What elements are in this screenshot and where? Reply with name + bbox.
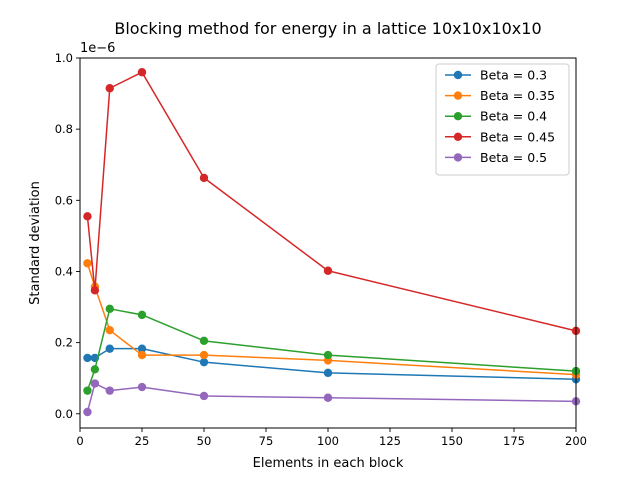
legend-label: Beta = 0.5: [480, 150, 547, 165]
plot-area: 0 25 50 75 100 125 150 175 200 0.0 0.2 0.4 0.6 0.8 1.0: [55, 51, 587, 448]
x-axis-label: Elements in each block: [253, 456, 404, 471]
data-point: [137, 68, 147, 77]
data-point: [199, 173, 209, 183]
data-point: [137, 350, 147, 360]
data-point: [90, 286, 100, 295]
data-point: [137, 310, 147, 320]
data-point: [137, 344, 147, 353]
legend-marker: [453, 112, 463, 121]
data-point: [90, 365, 100, 374]
data-point: [83, 212, 92, 221]
series-2: [83, 304, 581, 395]
x-tick-label: 0: [76, 434, 83, 448]
y-axis-label: Standard deviation: [28, 181, 43, 305]
y-offset-label: 1e−6: [80, 41, 115, 56]
legend-marker: [453, 91, 463, 100]
y-tick-label: 0.0: [55, 407, 73, 421]
data-point: [323, 266, 333, 275]
data-point: [199, 336, 209, 346]
data-point: [83, 259, 92, 268]
data-point: [105, 84, 114, 93]
legend-marker: [453, 70, 463, 80]
y-tick-label: 1.0: [55, 51, 73, 65]
y-tick-label: 0.8: [55, 122, 73, 136]
x-tick-label: 50: [197, 434, 212, 448]
series-3: [83, 68, 581, 336]
x-tick-label: 150: [441, 434, 463, 448]
data-point: [83, 386, 92, 395]
data-point: [83, 353, 92, 363]
data-point: [323, 368, 333, 378]
x-tick-label: 25: [135, 434, 150, 448]
data-point: [323, 393, 333, 402]
data-point: [199, 350, 209, 360]
data-point: [105, 304, 114, 314]
data-point: [90, 379, 100, 388]
series-4: [83, 379, 581, 417]
y-tick-label: 0.6: [55, 193, 73, 207]
y-tick-label: 0.4: [55, 264, 73, 278]
legend-marker: [453, 132, 463, 141]
data-point: [199, 357, 209, 367]
data-point: [105, 325, 114, 335]
plot-frame: [79, 57, 577, 429]
chart-title: Blocking method for energy in a lattice …: [114, 19, 541, 38]
data-point: [137, 382, 147, 392]
data-point: [105, 344, 114, 353]
data-point: [105, 386, 114, 395]
data-point: [83, 407, 92, 417]
x-tick-label: 175: [503, 434, 525, 448]
legend-label: Beta = 0.4: [480, 109, 547, 124]
legend-label: Beta = 0.35: [480, 88, 555, 103]
y-tick-label: 0.2: [55, 336, 73, 350]
data-point: [323, 350, 333, 360]
x-tick-label: 75: [259, 434, 274, 448]
x-tick-label: 200: [565, 434, 587, 448]
data-point: [199, 391, 209, 401]
x-tick-label: 100: [317, 434, 339, 448]
legend-label: Beta = 0.45: [480, 129, 555, 144]
legend-label: Beta = 0.3: [480, 68, 547, 83]
x-tick-label: 125: [379, 434, 401, 448]
legend: Beta = 0.3 Beta = 0.35 Beta = 0.4 Beta = 0.…: [435, 63, 570, 176]
legend-marker: [453, 153, 463, 162]
legend-box: [435, 63, 570, 176]
